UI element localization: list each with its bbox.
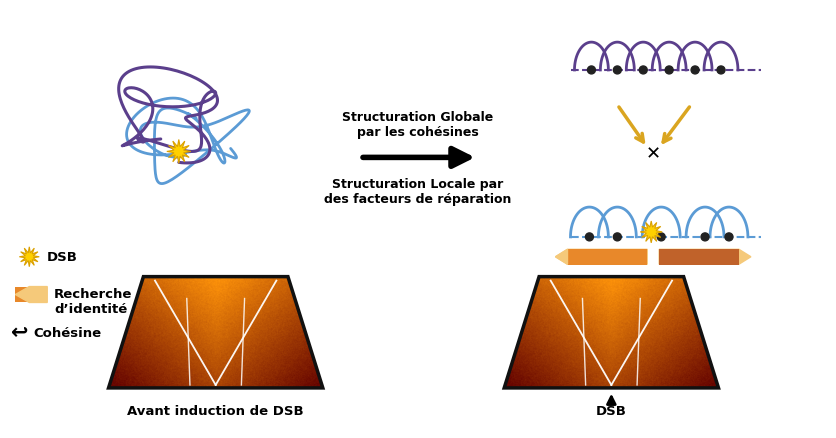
Circle shape [725, 233, 733, 241]
Polygon shape [640, 222, 662, 243]
Bar [660, 249, 739, 265]
Circle shape [585, 233, 594, 241]
Circle shape [614, 233, 621, 241]
FancyArrow shape [556, 250, 568, 265]
Circle shape [717, 67, 725, 75]
Text: Avant induction de DSB: Avant induction de DSB [127, 404, 304, 417]
Circle shape [614, 67, 621, 75]
Circle shape [665, 67, 673, 75]
Text: Cohésine: Cohésine [33, 326, 101, 339]
Text: ↩: ↩ [11, 322, 28, 343]
PathPatch shape [109, 277, 323, 388]
Polygon shape [167, 140, 191, 164]
Bar [15, 287, 48, 303]
FancyArrow shape [556, 250, 647, 265]
Text: DSB: DSB [596, 404, 627, 417]
Bar [568, 249, 647, 265]
Circle shape [701, 233, 709, 241]
Text: Recherche
d’identité: Recherche d’identité [54, 287, 133, 315]
Text: ✕: ✕ [645, 145, 660, 163]
Polygon shape [19, 247, 39, 267]
Text: DSB: DSB [48, 251, 78, 264]
Circle shape [640, 67, 647, 75]
FancyArrow shape [660, 250, 751, 265]
Text: Structuration Locale par
des facteurs de réparation: Structuration Locale par des facteurs de… [324, 178, 512, 206]
Text: Structuration Globale
par les cohésines: Structuration Globale par les cohésines [343, 110, 493, 138]
Circle shape [657, 233, 665, 241]
FancyArrow shape [15, 287, 48, 303]
Circle shape [691, 67, 699, 75]
PathPatch shape [504, 277, 718, 388]
Circle shape [588, 67, 595, 75]
